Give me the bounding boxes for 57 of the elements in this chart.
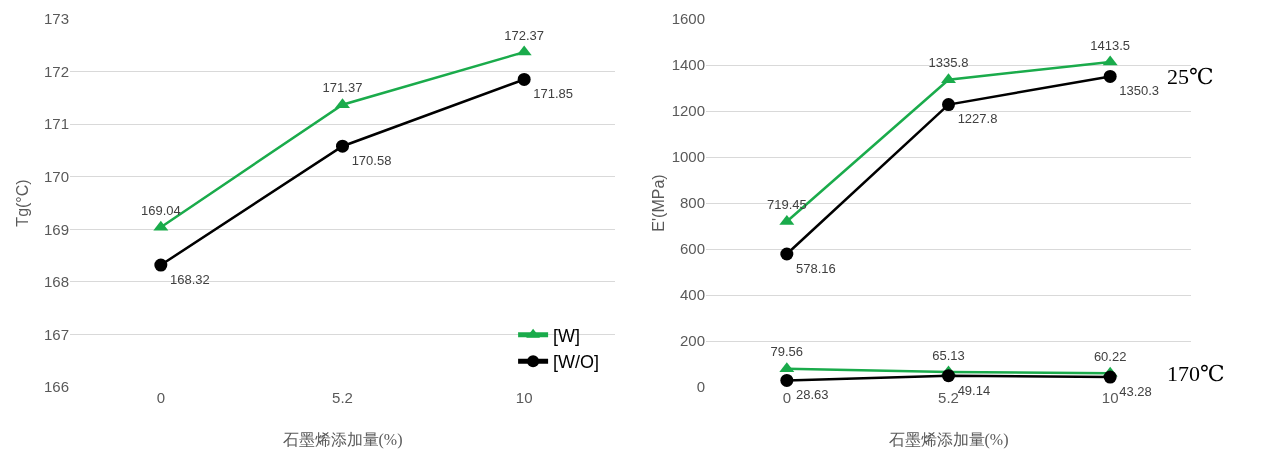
data-label: 171.85 xyxy=(533,86,574,102)
data-label: 43.28 xyxy=(1118,383,1152,399)
data-label: 719.45 xyxy=(766,197,807,213)
x-tick-label: 5.2 xyxy=(937,389,959,406)
legend-label: [W] xyxy=(553,325,581,346)
y-tick-label: 200 xyxy=(679,332,705,350)
y-tick-label: 170 xyxy=(43,167,69,185)
x-axis-title: 石墨烯添加量(%) xyxy=(888,431,1008,449)
point xyxy=(1103,370,1117,384)
y-tick-label: 167 xyxy=(43,325,69,343)
data-label: 28.63 xyxy=(795,387,828,403)
x-tick-label: 5.2 xyxy=(332,389,353,406)
y-tick-label: 169 xyxy=(43,220,69,238)
data-label: 79.56 xyxy=(770,344,803,360)
x-tick-label: 0 xyxy=(156,389,165,406)
data-label: 60.22 xyxy=(1093,348,1126,364)
y-tick-label: 173 xyxy=(43,10,69,28)
legend-label: [W/O] xyxy=(553,352,600,373)
y-tick-label: 400 xyxy=(679,286,705,304)
y-tick-label: 1400 xyxy=(671,56,705,74)
data-label: 171.37 xyxy=(322,80,363,96)
data-label: 170.58 xyxy=(351,153,392,169)
point xyxy=(941,369,955,383)
y-tick-label: 171 xyxy=(43,115,69,133)
data-label: 1227.8 xyxy=(957,111,997,127)
point xyxy=(941,98,955,112)
x-tick-label: 10 xyxy=(515,389,533,406)
y-tick-label: 166 xyxy=(43,378,69,396)
data-label: 1350.3 xyxy=(1118,83,1159,99)
y-tick-label: 1000 xyxy=(671,148,705,166)
y-tick-label: 800 xyxy=(679,194,705,212)
point xyxy=(517,72,531,86)
y-tick-label: 1600 xyxy=(671,10,705,28)
point xyxy=(1103,69,1117,83)
data-label: 1335.8 xyxy=(928,55,968,71)
x-tick-label: 10 xyxy=(1101,389,1119,406)
y-axis-title: Tg(°C) xyxy=(14,179,31,227)
point xyxy=(154,258,168,272)
point xyxy=(336,139,349,153)
annotation: 170℃ xyxy=(1166,361,1225,386)
y-tick-label: 600 xyxy=(679,240,705,258)
y-tick-label: 172 xyxy=(43,62,69,80)
y-tick-label: 1200 xyxy=(671,102,705,120)
annotation: 25℃ xyxy=(1166,64,1214,89)
data-label: 168.32 xyxy=(169,271,210,287)
data-label: 578.16 xyxy=(795,260,836,276)
data-label: 1413.5 xyxy=(1089,37,1130,53)
data-label: 172.37 xyxy=(504,27,545,43)
data-label: 65.13 xyxy=(931,347,965,363)
data-label: 169.04 xyxy=(140,202,181,218)
y-axis-title: E'(MPa) xyxy=(649,174,667,232)
data-label: 49.14 xyxy=(957,382,990,398)
point xyxy=(779,373,793,387)
x-tick-label: 0 xyxy=(782,389,791,406)
x-axis-title: 石墨烯添加量(%) xyxy=(282,431,403,449)
point xyxy=(779,247,793,261)
y-tick-label: 168 xyxy=(43,273,69,291)
